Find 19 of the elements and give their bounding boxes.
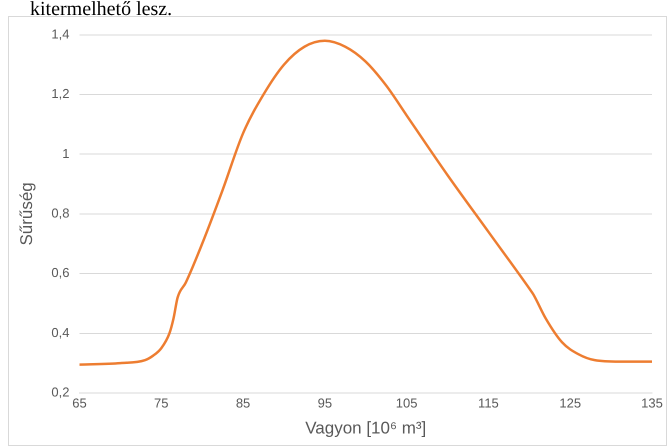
x-tick-label: 85 [236,395,250,410]
y-tick-label: 0,8 [51,205,70,220]
y-tick-label: 0,2 [51,384,70,400]
y-axis-title: Sűrűség [16,182,36,246]
text: kitermelhető lesz. [30,0,172,21]
x-tick-label: 65 [72,395,87,410]
x-tick-label: 95 [318,395,332,410]
x-tick-label: 105 [396,395,418,410]
y-tick-label: 0,6 [51,265,70,280]
x-tick-label: 75 [154,395,168,410]
x-tick-label: 135 [641,395,663,410]
x-tick-label: 125 [559,395,582,410]
line-series [79,40,652,366]
x-tick-label: 115 [478,395,499,410]
y-tick-label: 1 [62,146,70,161]
x-axis-title: Vagyon [10⁶ m³] [305,418,426,438]
y-tick-label: 1,4 [51,26,70,42]
y-tick-label: 1,2 [51,86,70,102]
y-tick-label: 0,4 [51,324,70,340]
